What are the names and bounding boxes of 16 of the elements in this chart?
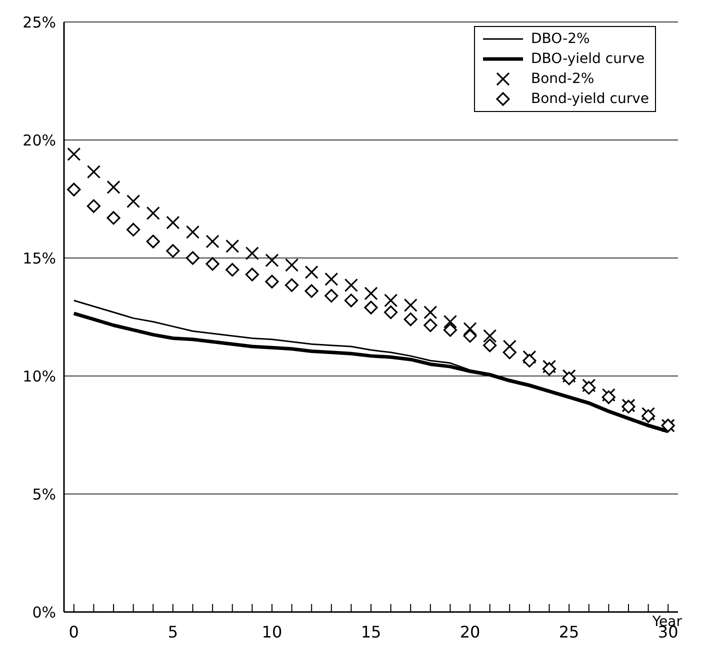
y-tick-label: 20%	[22, 131, 56, 150]
y-tick-label: 25%	[22, 13, 56, 32]
x-tick-label: 25	[558, 622, 580, 642]
legend-label: Bond-2%	[531, 71, 594, 87]
y-tick-label: 5%	[32, 485, 56, 504]
x-tick-label: 0	[68, 622, 79, 642]
y-tick-label: 10%	[22, 367, 56, 386]
x-tick-label: 5	[168, 622, 178, 642]
x-tick-label: 10	[262, 622, 282, 642]
x-tick-label: 20	[460, 622, 480, 642]
y-tick-label: 15%	[22, 249, 56, 268]
y-tick-label: 0%	[32, 603, 56, 622]
legend-label: DBO-yield curve	[531, 51, 645, 67]
x-tick-label: 15	[360, 622, 382, 642]
legend-label: Bond-yield curve	[531, 91, 649, 107]
legend-label: DBO-2%	[531, 31, 590, 47]
